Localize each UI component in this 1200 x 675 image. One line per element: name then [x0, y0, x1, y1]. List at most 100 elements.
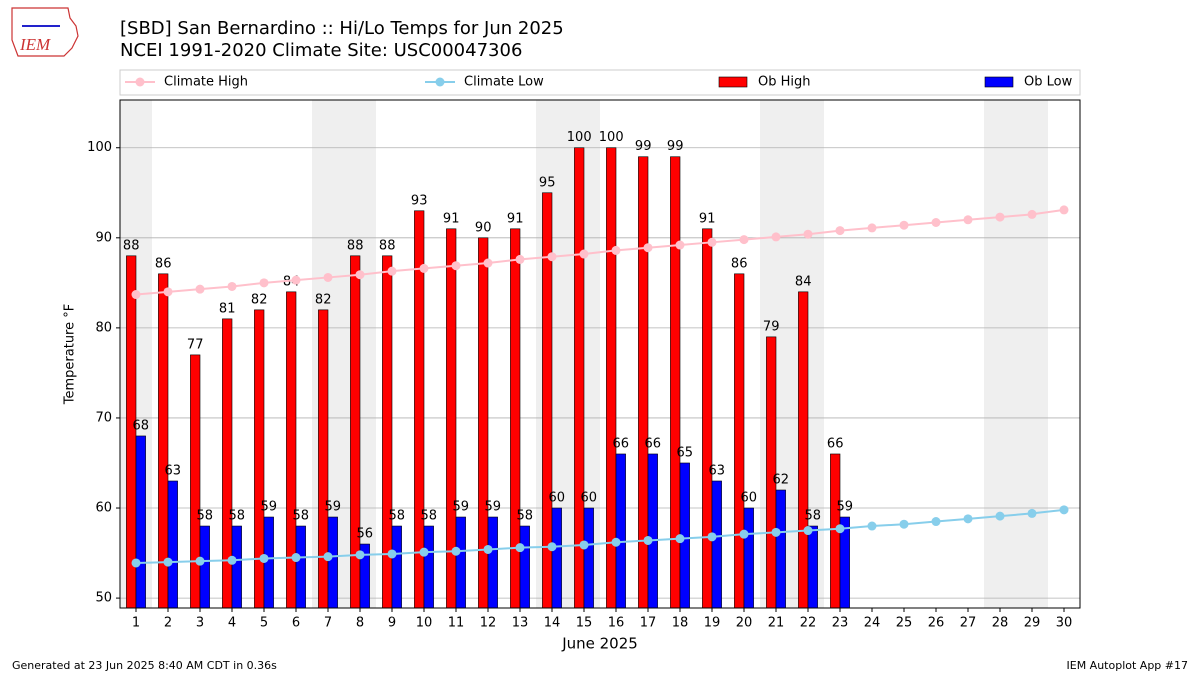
- marker: [387, 549, 397, 559]
- x-tick-label: 16: [608, 616, 625, 631]
- line: [135, 508, 1065, 564]
- marker: [707, 237, 717, 247]
- marker: [323, 272, 333, 282]
- legend-swatch: [984, 76, 1014, 88]
- y-tick-label: 100: [87, 140, 112, 155]
- x-tick-label: 7: [324, 616, 332, 631]
- data-label: 82: [251, 292, 268, 307]
- legend-label: Ob High: [758, 75, 811, 90]
- data-label: 79: [763, 319, 780, 334]
- x-tick-label: 9: [388, 616, 396, 631]
- bar: [711, 480, 722, 609]
- marker: [515, 543, 525, 553]
- x-tick-label: 13: [512, 616, 529, 631]
- bar: [190, 354, 201, 609]
- bar: [199, 525, 210, 609]
- legend-label: Climate Low: [464, 75, 544, 90]
- x-tick-label: 25: [896, 616, 913, 631]
- marker: [1059, 205, 1069, 215]
- marker: [899, 220, 909, 230]
- bar: [295, 525, 306, 609]
- marker: [1059, 505, 1069, 515]
- data-label: 58: [421, 509, 438, 524]
- marker: [547, 252, 557, 262]
- data-label: 91: [699, 211, 716, 226]
- x-tick-label: 19: [704, 616, 721, 631]
- marker: [451, 261, 461, 271]
- marker: [803, 526, 813, 536]
- x-tick-label: 28: [992, 616, 1009, 631]
- x-tick-label: 14: [544, 616, 561, 631]
- data-label: 59: [837, 500, 854, 515]
- marker: [771, 232, 781, 242]
- weekend-band: [984, 100, 1048, 608]
- marker: [643, 535, 653, 545]
- data-label: 59: [485, 500, 502, 515]
- x-tick-label: 12: [480, 616, 497, 631]
- bar: [551, 507, 562, 609]
- bar: [647, 453, 658, 609]
- data-label: 66: [827, 436, 844, 451]
- data-label: 59: [261, 500, 278, 515]
- marker: [259, 278, 269, 288]
- legend-label: Climate High: [164, 75, 248, 90]
- x-axis-label: June 2025: [561, 635, 638, 653]
- x-tick-label: 27: [960, 616, 977, 631]
- data-label: 77: [187, 337, 204, 352]
- marker: [259, 553, 269, 563]
- marker: [643, 243, 653, 253]
- marker: [323, 552, 333, 562]
- bar: [702, 228, 713, 609]
- logo-outline: [11, 7, 79, 57]
- data-label: 58: [197, 509, 214, 524]
- logo: IEM: [11, 7, 79, 57]
- bar: [391, 525, 402, 609]
- data-label: 65: [677, 445, 694, 460]
- marker: [611, 245, 621, 255]
- x-tick-label: 6: [292, 616, 300, 631]
- marker: [163, 557, 173, 567]
- line: [135, 208, 1065, 296]
- marker: [579, 540, 589, 550]
- data-label: 68: [133, 418, 150, 433]
- marker: [867, 223, 877, 233]
- marker: [995, 212, 1005, 222]
- marker: [931, 217, 941, 227]
- data-label: 93: [411, 193, 428, 208]
- bar: [327, 516, 338, 609]
- data-label: 90: [475, 220, 492, 235]
- data-label: 60: [549, 491, 566, 506]
- marker: [355, 550, 365, 560]
- legend-label: Ob Low: [1024, 75, 1073, 90]
- marker: [355, 270, 365, 280]
- bar: [583, 507, 594, 609]
- data-label: 58: [389, 509, 406, 524]
- marker: [1027, 508, 1037, 518]
- data-label: 60: [581, 491, 598, 506]
- data-label: 58: [229, 509, 246, 524]
- marker: [163, 287, 173, 297]
- x-tick-label: 4: [228, 616, 236, 631]
- data-label: 99: [635, 139, 652, 154]
- logo-text: IEM: [19, 35, 51, 54]
- data-label: 58: [293, 509, 310, 524]
- marker: [707, 532, 717, 542]
- y-tick-label: 70: [95, 410, 112, 425]
- y-tick-label: 80: [95, 320, 112, 335]
- marker: [739, 235, 749, 245]
- data-label: 66: [613, 436, 630, 451]
- x-tick-label: 11: [448, 616, 465, 631]
- marker: [963, 215, 973, 225]
- x-tick-label: 26: [928, 616, 945, 631]
- bar: [254, 309, 265, 609]
- data-label: 59: [325, 500, 342, 515]
- data-label: 86: [731, 256, 748, 271]
- x-tick-label: 10: [416, 616, 433, 631]
- bar: [423, 525, 434, 609]
- marker: [451, 546, 461, 556]
- data-label: 91: [507, 211, 524, 226]
- y-tick-label: 90: [95, 230, 112, 245]
- x-tick-label: 2: [164, 616, 172, 631]
- bar: [734, 273, 745, 609]
- marker: [419, 263, 429, 273]
